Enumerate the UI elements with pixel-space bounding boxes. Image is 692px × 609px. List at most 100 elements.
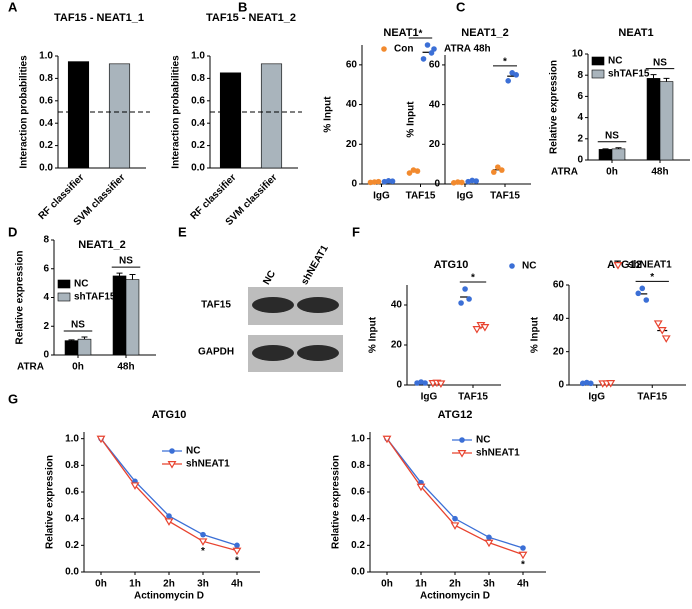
chart: TAF15 - NEAT1_1 0.0 0.2 0.4 0.6 0.8 1.0 Interac… (19, 12, 150, 228)
y-tick-label: 40 (429, 99, 441, 110)
y-tick-label: 2 (577, 133, 583, 144)
marker (484, 539, 494, 548)
legend-label: shNEAT1 (628, 260, 672, 271)
marker (486, 534, 492, 541)
y-tick-label: 40 (553, 313, 565, 324)
marker (462, 286, 468, 292)
legend-swatch (591, 69, 605, 79)
y-tick-label: 0.4 (65, 513, 79, 524)
significance-label: * (503, 57, 507, 68)
marker (457, 450, 467, 458)
y-tick-label: 0.8 (191, 73, 205, 84)
x-tick-label: 4h (231, 579, 243, 590)
marker (653, 320, 663, 328)
y-tick-label: 0.0 (65, 567, 79, 578)
legend-label: Con (394, 44, 413, 55)
marker (382, 435, 392, 444)
marker (232, 547, 242, 556)
y-tick-label: 20 (429, 139, 441, 150)
x-tick-label: 2h (449, 579, 461, 590)
bar (646, 78, 661, 161)
bar (219, 72, 242, 169)
significance-label: * (471, 273, 475, 284)
chart-title: ATG12 (607, 259, 642, 271)
marker (416, 483, 426, 492)
y-axis-label: % Input (323, 96, 334, 133)
marker (472, 326, 482, 334)
chart: NEAT1 0 20 40 60 % Input IgG TAF15 Con * (323, 27, 446, 202)
y-tick-label: 4 (43, 292, 49, 303)
y-tick-label: 1.0 (351, 433, 365, 444)
x-tick-label: 1h (129, 579, 141, 590)
chart-title: NEAT1 (383, 27, 418, 39)
y-axis-label: Interaction probabilities (19, 55, 30, 169)
marker (169, 448, 175, 454)
legend-label: NC (608, 56, 622, 67)
chart-title: ATG10 (434, 259, 469, 271)
bar (659, 81, 674, 161)
marker (518, 551, 528, 560)
marker (458, 300, 464, 306)
y-axis-label: % Input (530, 316, 541, 353)
marker (167, 461, 177, 469)
chart-title: TAF15 - NEAT1_2 (206, 12, 296, 24)
x-tick-label: TAF15 (637, 392, 667, 403)
x-tick-label: 3h (483, 579, 495, 590)
chart-title: NEAT1_2 (461, 27, 508, 39)
y-tick-label: 1.0 (39, 51, 53, 62)
y-tick-label: 0.4 (39, 118, 53, 129)
panel-letter: D (8, 224, 17, 239)
chart-title: ATG12 (438, 409, 473, 421)
legend-label: shTAF15 (608, 69, 650, 80)
significance-label: NS (71, 320, 85, 331)
y-tick-label: 8 (577, 70, 583, 81)
error-bar (602, 148, 609, 150)
marker (420, 56, 427, 62)
x-tick-label: 4h (517, 579, 529, 590)
marker (166, 513, 172, 519)
y-tick-label: 0.0 (39, 163, 53, 174)
y-tick-label: 1.0 (65, 433, 79, 444)
marker (657, 327, 667, 335)
x-tick-label: 0h (381, 579, 393, 590)
panel-letter: A (8, 0, 18, 14)
bar (260, 63, 283, 169)
legend-label: NC (476, 435, 490, 446)
marker (130, 482, 140, 490)
legend-swatch (57, 279, 71, 289)
marker (513, 72, 519, 78)
panel-letter: C (456, 0, 466, 14)
marker (164, 518, 174, 526)
bar (64, 340, 79, 356)
significance-label: * (650, 272, 654, 283)
y-tick-label: 20 (553, 346, 565, 357)
bar (108, 63, 131, 169)
marker (635, 290, 642, 297)
panel-letter: E (178, 224, 187, 239)
x-tick-label: IgG (421, 392, 438, 403)
blot-column-label: NC (261, 269, 278, 287)
y-tick-label: 0 (396, 380, 402, 391)
y-tick-label: 0.4 (191, 118, 205, 129)
y-tick-label: 8 (43, 235, 49, 246)
blot-band (252, 345, 294, 361)
marker (424, 42, 431, 48)
y-tick-label: 0.0 (191, 163, 205, 174)
panel-letter: G (8, 391, 18, 406)
chart-title: ATG10 (152, 409, 187, 421)
marker (452, 515, 458, 522)
marker (450, 522, 460, 530)
y-tick-label: 0.2 (65, 540, 79, 551)
blot-row-label: GAPDH (198, 347, 234, 358)
significance-label: * (201, 546, 205, 557)
legend-swatch (591, 56, 605, 66)
y-tick-label: 20 (346, 139, 358, 150)
x-tick-label: 0h (95, 579, 107, 590)
y-tick-label: 20 (391, 340, 403, 351)
y-axis-label: Relative expression (45, 455, 56, 549)
marker (491, 169, 497, 175)
marker (406, 170, 413, 176)
chart: ATG12 0 20 40 60 % Input IgG TAF15 shNEAT1* (530, 259, 686, 403)
x-tick-label: 1h (415, 579, 427, 590)
marker (198, 538, 208, 546)
